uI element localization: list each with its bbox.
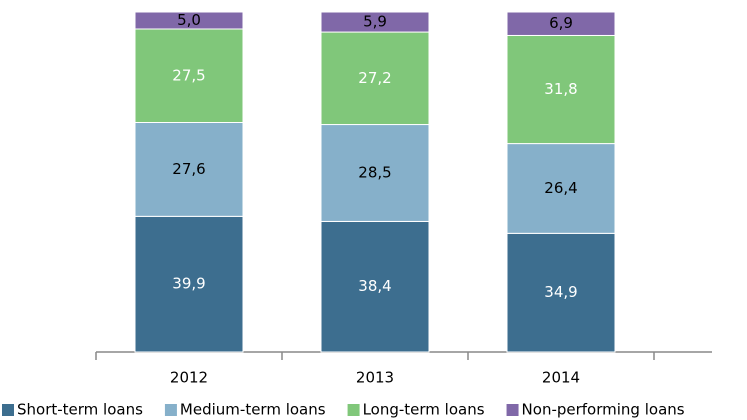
legend-swatch: [506, 404, 519, 416]
data-label: 28,5: [358, 163, 391, 181]
data-label: 6,9: [549, 14, 573, 32]
data-label: 5,0: [177, 11, 201, 29]
data-label: 34,9: [544, 283, 577, 301]
legend-label: Non-performing loans: [522, 401, 685, 419]
bar-segment: [320, 220, 430, 353]
data-label: 26,4: [544, 179, 577, 197]
x-tick-label: 2014: [542, 369, 580, 387]
x-tick-label: 2013: [356, 369, 394, 387]
bar-segment: [320, 11, 430, 33]
data-label: 27,5: [172, 66, 205, 84]
data-label: 38,4: [358, 277, 391, 295]
bar-segment: [506, 11, 616, 36]
data-label: 39,9: [172, 275, 205, 293]
data-label: 31,8: [544, 80, 577, 98]
bar-segment: [506, 34, 616, 145]
x-tick-label: 2012: [170, 369, 208, 387]
bar-segment: [506, 232, 616, 353]
legend-swatch: [2, 404, 14, 416]
legend-label: Long-term loans: [363, 401, 485, 419]
data-label: 5,9: [363, 13, 387, 31]
data-label: 27,6: [172, 160, 205, 178]
data-label: 27,2: [358, 69, 391, 87]
bar-segment: [134, 11, 244, 30]
bar-segment: [134, 215, 244, 353]
legend-label: Medium-term loans: [180, 401, 326, 419]
legend-swatch: [164, 404, 177, 416]
bar-segment: [506, 143, 616, 234]
legend-swatch: [347, 404, 360, 416]
legend-label: Short-term loans: [17, 401, 143, 419]
bar-segment: [320, 124, 430, 222]
bar-segment: [134, 122, 244, 217]
